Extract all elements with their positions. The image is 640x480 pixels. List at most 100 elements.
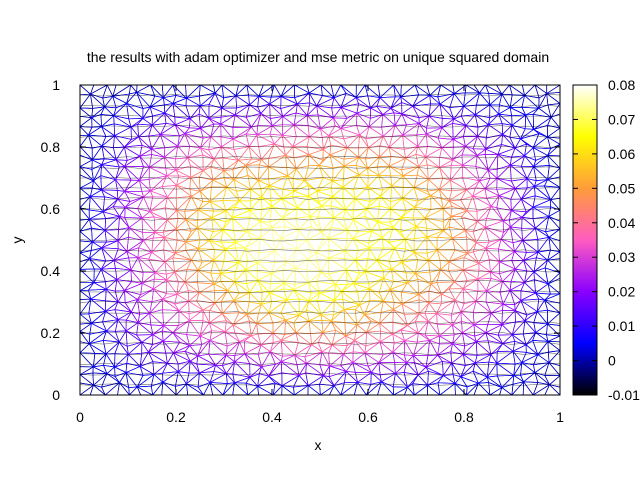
mesh-triangle: [472, 370, 489, 384]
mesh-triangle: [532, 155, 548, 168]
mesh-triangle: [80, 218, 91, 232]
mesh-triangle: [509, 164, 528, 179]
mesh-triangle: [232, 126, 253, 140]
mesh-triangle: [353, 331, 368, 342]
mesh-triangle: [426, 85, 442, 97]
mesh-triangle: [245, 158, 262, 166]
mesh-triangle: [546, 85, 560, 95]
mesh-triangle: [152, 333, 164, 346]
mesh-triangle: [165, 352, 175, 365]
mesh-triangle: [295, 239, 308, 250]
mesh-triangle: [141, 190, 152, 198]
mesh-triangle: [270, 85, 282, 98]
mesh-triangle: [213, 85, 223, 94]
mesh-triangle: [465, 145, 478, 156]
mesh-triangle: [548, 216, 560, 230]
y-tick-label: 1: [52, 77, 60, 93]
mesh-triangle: [128, 386, 139, 395]
mesh-triangle: [123, 282, 143, 296]
mesh-triangle: [418, 123, 427, 136]
mesh-triangle: [474, 300, 492, 314]
mesh-line: [80, 104, 560, 108]
mesh-triangle: [343, 147, 360, 160]
mesh-triangle: [211, 210, 227, 219]
mesh-triangle: [128, 257, 139, 271]
mesh-triangle: [259, 226, 275, 242]
mesh-triangle: [400, 325, 419, 334]
mesh-triangle: [401, 217, 417, 228]
mesh-triangle: [105, 353, 116, 369]
mesh-triangle: [521, 85, 536, 97]
mesh-triangle: [123, 190, 145, 202]
mesh-triangle: [208, 135, 223, 151]
mesh-line: [80, 187, 560, 190]
mesh-triangle: [440, 288, 456, 301]
y-axis-label: y: [9, 237, 25, 244]
mesh-triangle: [283, 146, 294, 157]
mesh-triangle: [221, 107, 238, 116]
mesh-triangle: [101, 135, 116, 147]
mesh-triangle: [114, 179, 132, 193]
mesh-triangle: [367, 126, 384, 137]
mesh-triangle: [293, 184, 309, 197]
colorbar-tick-label: 0.01: [608, 318, 635, 334]
x-axis-ticks: 0 0.2 0.4 0.6 0.8 1: [76, 85, 564, 425]
mesh-triangle: [89, 85, 108, 95]
mesh-triangle: [436, 237, 454, 251]
mesh-triangle: [355, 85, 366, 99]
mesh-triangle: [80, 174, 95, 189]
mesh-triangle: [496, 85, 510, 95]
mesh-line: [80, 94, 560, 97]
mesh-line: [80, 383, 560, 386]
mesh-triangle: [437, 375, 457, 384]
mesh-triangle: [502, 303, 516, 312]
mesh-triangle: [255, 322, 274, 334]
mesh-triangle: [333, 298, 345, 311]
mesh-triangle: [533, 362, 550, 374]
mesh-triangle: [368, 288, 384, 302]
mesh-triangle: [364, 352, 380, 367]
mesh-line: [80, 124, 560, 128]
mesh-triangle: [225, 354, 236, 363]
mesh-triangle: [130, 85, 138, 94]
mesh-triangle: [199, 335, 211, 346]
mesh-triangle: [477, 382, 491, 395]
mesh-triangle: [474, 104, 491, 116]
mesh-triangle: [200, 85, 216, 94]
mesh-triangle: [197, 239, 211, 250]
mesh-line: [80, 290, 560, 294]
mesh-triangle: [307, 383, 321, 395]
mesh-line: [80, 114, 560, 118]
mesh-triangle: [114, 371, 127, 384]
mesh-triangle: [448, 249, 469, 263]
mesh-triangle: [461, 154, 479, 166]
mesh-triangle: [327, 226, 349, 239]
mesh-triangle: [413, 236, 428, 254]
mesh-triangle: [161, 184, 178, 198]
mesh-triangle: [502, 220, 511, 234]
mesh-triangle: [164, 207, 178, 221]
mesh-triangle: [377, 165, 392, 177]
mesh-triangle: [425, 146, 443, 158]
mesh-triangle: [382, 112, 396, 127]
mesh-triangle: [436, 323, 454, 337]
mesh-triangle: [256, 312, 271, 325]
mesh-triangle: [80, 166, 94, 182]
mesh-triangle: [330, 85, 342, 99]
mesh-line: [80, 331, 560, 335]
mesh-triangle: [175, 176, 191, 190]
mesh-line: [80, 135, 560, 138]
mesh-line: [80, 259, 560, 262]
mesh-triangle: [459, 189, 474, 201]
mesh-triangle: [548, 350, 560, 364]
mesh-triangle: [245, 126, 258, 136]
mesh-triangle: [388, 134, 404, 149]
mesh-triangle: [115, 269, 132, 283]
mesh-triangle: [536, 298, 546, 312]
mesh-triangle: [512, 374, 525, 385]
mesh-triangle: [280, 226, 300, 239]
mesh-triangle: [340, 85, 357, 99]
mesh-triangle: [427, 177, 444, 191]
mesh-line: [80, 249, 560, 252]
mesh-triangle: [117, 189, 126, 200]
